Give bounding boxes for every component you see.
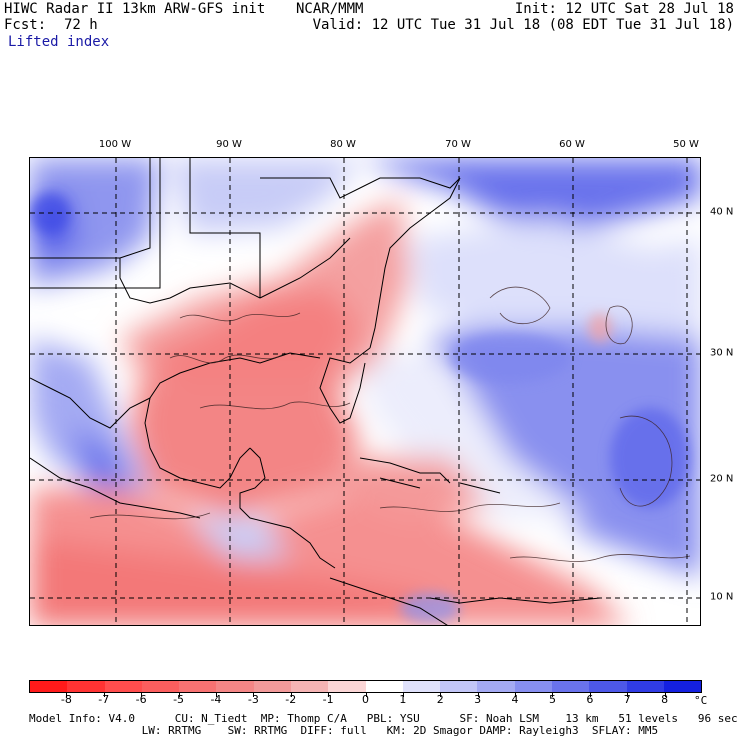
field-name: Lifted index: [8, 34, 110, 50]
model-info-line2: LW: RRTMG SW: RRTMG DIFF: full KM: 2D Sm…: [29, 724, 659, 737]
lon-label-70w: 70 W: [445, 139, 471, 150]
init-time: Init: 12 UTC Sat 28 Jul 18: [514, 1, 734, 17]
colorbar-swatch: [253, 681, 291, 692]
colorbar-tick-mark: [477, 693, 479, 697]
colorbar-swatch: [626, 681, 664, 692]
colorbar-swatch: [67, 681, 105, 692]
colorbar-tick-mark: [103, 693, 105, 697]
colorbar-tick-mark: [515, 693, 517, 697]
colorbar-tick-mark: [627, 693, 629, 697]
lat-label-40n: 40 N: [710, 206, 734, 218]
colorbar-unit: °C: [694, 694, 708, 707]
colorbar-tick-mark: [141, 693, 143, 697]
lat-label-10n: 10 N: [710, 591, 734, 603]
lon-label-90w: 90 W: [216, 139, 242, 150]
contours: [89, 286, 691, 562]
colorbar-swatch: [551, 681, 590, 692]
colorbar-swatch: [589, 681, 627, 692]
colorbar-swatch: [141, 681, 180, 692]
colorbar-tick-mark: [328, 693, 330, 697]
valid-time: Valid: 12 UTC Tue 31 Jul 18 (08 EDT Tue …: [312, 17, 734, 33]
colorbar-tick-label: -4: [210, 693, 222, 706]
lifted-index-map: [29, 157, 701, 626]
colorbar-tick-label: 4: [511, 693, 519, 706]
colorbar-tick-label: -7: [98, 693, 110, 706]
colorbar-tick-mark: [440, 693, 442, 697]
model-info-line1: Model Info: V4.0 CU: N_Tiedt MP: Thomp C…: [29, 712, 738, 725]
lon-label-80w: 80 W: [330, 139, 356, 150]
colorbar-tick-label: -3: [247, 693, 259, 706]
colorbar-swatch: [440, 681, 478, 692]
org-label: NCAR/MMM: [296, 1, 364, 17]
colorbar-tick-label: 5: [548, 693, 556, 706]
colorbar-tick-label: -8: [60, 693, 72, 706]
lon-label-60w: 60 W: [559, 139, 585, 150]
colorbar-tick-mark: [215, 693, 217, 697]
colorbar: [29, 680, 702, 693]
colorbar-swatch: [328, 681, 366, 692]
colorbar-swatch: [663, 681, 702, 692]
colorbar-tick-label: 3: [474, 693, 482, 706]
colorbar-tick-mark: [290, 693, 292, 697]
colorbar-tick-mark: [66, 693, 68, 697]
latlon-grid: [30, 158, 700, 625]
colorbar-tick-mark: [253, 693, 255, 697]
colorbar-swatch: [216, 681, 254, 692]
colorbar-swatch: [290, 681, 329, 692]
lat-label-20n: 20 N: [710, 473, 734, 485]
forecast-label: Fcst:: [4, 17, 47, 33]
colorbar-tick-label: -2: [285, 693, 297, 706]
colorbar-tick-label: 8: [661, 693, 669, 706]
colorbar-tick-mark: [178, 693, 180, 697]
coastlines: [30, 158, 601, 625]
colorbar-tick-label: -1: [322, 693, 334, 706]
lon-label-100w: 100 W: [98, 139, 132, 150]
colorbar-tick-label: -6: [135, 693, 147, 706]
map-svg: [30, 158, 700, 625]
colorbar-tick-label: -5: [173, 693, 185, 706]
colorbar-tick-mark: [552, 693, 554, 697]
colorbar-tick-label: 0: [362, 693, 369, 706]
colorbar-swatch: [402, 681, 441, 692]
colorbar-swatch: [477, 681, 515, 692]
colorbar-tick-label: 1: [399, 693, 407, 706]
forecast-hour: 72 h: [64, 17, 98, 33]
colorbar-tick-mark: [589, 693, 591, 697]
colorbar-swatch: [104, 681, 142, 692]
colorbar-tick-mark: [664, 693, 666, 697]
colorbar-tick-label: 2: [436, 693, 444, 706]
colorbar-swatch: [30, 681, 68, 692]
model-title: HIWC Radar II 13km ARW-GFS init: [4, 1, 266, 17]
colorbar-swatch: [514, 681, 552, 692]
colorbar-swatch: [179, 681, 217, 692]
lat-label-30n: 30 N: [710, 347, 734, 359]
colorbar-swatch: [365, 681, 403, 692]
colorbar-tick-label: 6: [586, 693, 594, 706]
colorbar-tick-mark: [365, 693, 367, 697]
lon-label-50w: 50 W: [673, 139, 699, 150]
colorbar-tick-label: 7: [623, 693, 631, 706]
colorbar-tick-mark: [402, 693, 404, 697]
